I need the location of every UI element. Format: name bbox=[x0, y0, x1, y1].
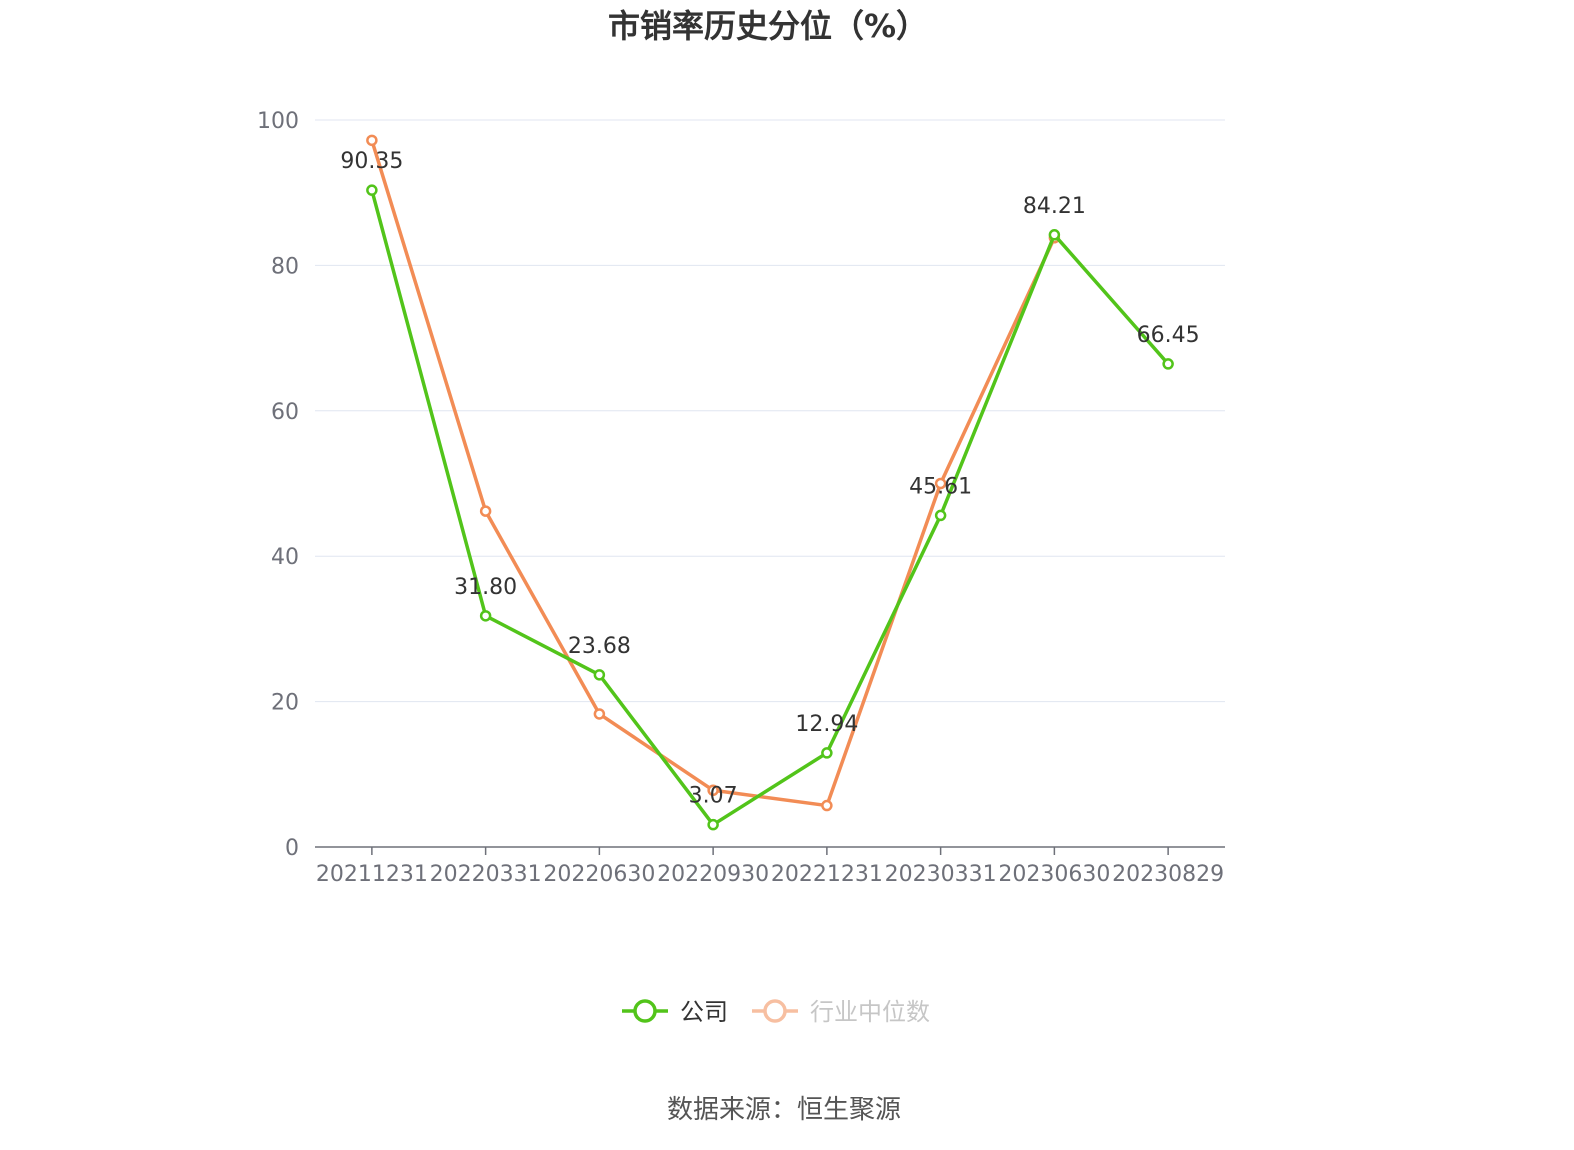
chart-title: 市销率历史分位（%） bbox=[608, 7, 928, 45]
data-label: 90.35 bbox=[340, 149, 403, 174]
data-label: 45.61 bbox=[909, 474, 972, 499]
y-tick-label: 40 bbox=[271, 545, 299, 570]
x-tick-label: 20230630 bbox=[998, 862, 1110, 887]
x-tick-label: 20230331 bbox=[885, 862, 997, 887]
legend-label: 行业中位数 bbox=[810, 998, 930, 1026]
x-tick-label: 20230829 bbox=[1112, 862, 1224, 887]
legend-item-0[interactable]: 公司 bbox=[622, 998, 728, 1026]
x-tick-label: 20221231 bbox=[771, 862, 883, 887]
data-point-0[interactable] bbox=[821, 747, 833, 759]
series bbox=[366, 134, 1174, 831]
data-point-0[interactable] bbox=[1048, 229, 1061, 241]
data-point-0[interactable] bbox=[934, 509, 947, 522]
legend-marker-icon bbox=[633, 999, 657, 1023]
data-point-1[interactable] bbox=[934, 477, 947, 490]
legend[interactable]: 公司 行业中位数 bbox=[622, 998, 930, 1026]
series-line-1 bbox=[370, 139, 1056, 808]
legend-marker-icon bbox=[763, 999, 787, 1023]
grid bbox=[315, 119, 1225, 703]
y-tick-label: 20 bbox=[271, 691, 299, 716]
data-point-0[interactable] bbox=[366, 184, 378, 196]
data-label: 12.94 bbox=[795, 712, 858, 737]
x-tick-label: 20220930 bbox=[657, 862, 769, 887]
data-label: 31.80 bbox=[454, 575, 517, 600]
data-label: 84.21 bbox=[1023, 194, 1086, 219]
data-point-0[interactable] bbox=[1162, 358, 1174, 370]
data-label: 66.45 bbox=[1137, 323, 1200, 348]
source-note: 数据来源：恒生聚源 bbox=[667, 1095, 901, 1125]
data-label: 23.68 bbox=[568, 634, 631, 659]
data-point-0[interactable] bbox=[593, 669, 606, 681]
data-labels: 90.35 31.80 23.68 3.07 12.94 45.61 84.21 66.45 bbox=[340, 149, 1199, 809]
data-point-1[interactable] bbox=[821, 799, 833, 812]
x-tick-label: 20220331 bbox=[430, 862, 542, 887]
y-tick-label: 60 bbox=[271, 400, 299, 425]
data-point-1[interactable] bbox=[707, 784, 719, 797]
data-label: 3.07 bbox=[689, 784, 738, 809]
data-point-1[interactable] bbox=[366, 134, 378, 147]
y-tick-label: 100 bbox=[257, 109, 299, 134]
series-line-0 bbox=[370, 189, 1170, 827]
data-point-0[interactable] bbox=[707, 818, 719, 831]
data-point-1[interactable] bbox=[593, 708, 606, 720]
legend-item-1[interactable]: 行业中位数 bbox=[752, 998, 930, 1026]
data-point-1[interactable] bbox=[479, 505, 492, 517]
y-tick-label: 0 bbox=[285, 836, 299, 861]
legend-label: 公司 bbox=[680, 998, 728, 1026]
x-tick-label: 20220630 bbox=[543, 862, 655, 887]
y-tick-label: 80 bbox=[271, 254, 299, 279]
x-tick-label: 20211231 bbox=[316, 862, 428, 887]
data-point-0[interactable] bbox=[479, 610, 492, 622]
